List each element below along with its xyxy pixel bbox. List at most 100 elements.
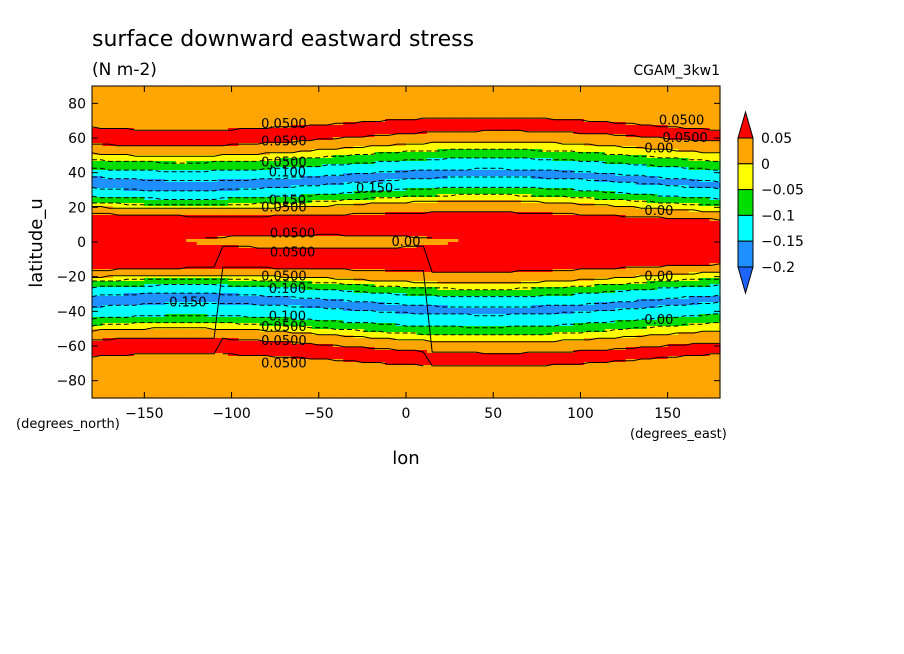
field-cell <box>322 317 334 321</box>
field-cell <box>678 173 690 177</box>
field-cell <box>521 86 533 90</box>
field-cell <box>437 332 449 336</box>
field-cell <box>510 107 522 111</box>
field-cell <box>646 113 658 117</box>
field-cell <box>217 161 229 165</box>
field-cell <box>447 263 459 267</box>
field-cell <box>625 173 637 177</box>
field-cell <box>667 293 679 297</box>
field-cell <box>238 158 250 162</box>
field-cell <box>228 131 240 135</box>
field-cell <box>406 134 418 138</box>
field-cell <box>447 134 459 138</box>
field-cell <box>573 305 585 309</box>
field-cell <box>92 323 104 327</box>
field-cell <box>280 104 292 108</box>
field-cell <box>406 284 418 288</box>
field-cell <box>112 143 124 147</box>
field-cell <box>123 218 135 222</box>
field-cell <box>92 326 104 330</box>
field-cell <box>426 113 438 117</box>
field-cell <box>207 185 219 189</box>
field-cell <box>259 260 271 264</box>
field-cell <box>447 191 459 195</box>
field-cell <box>269 161 281 165</box>
field-cell <box>217 323 229 327</box>
field-cell <box>646 233 658 237</box>
field-cell <box>196 89 208 93</box>
field-cell <box>165 302 177 306</box>
field-cell <box>343 197 355 201</box>
field-cell <box>374 326 386 330</box>
field-cell <box>615 212 627 216</box>
field-cell <box>426 92 438 96</box>
field-cell <box>657 128 669 132</box>
field-cell <box>542 242 554 246</box>
field-cell <box>144 140 156 144</box>
field-cell <box>521 206 533 210</box>
field-cell <box>102 251 114 255</box>
field-cell <box>259 122 271 126</box>
field-cell <box>615 119 627 123</box>
field-cell <box>175 119 187 123</box>
field-cell <box>259 125 271 129</box>
field-cell <box>406 188 418 192</box>
field-cell <box>542 170 554 174</box>
field-cell <box>583 272 595 276</box>
field-cell <box>500 323 512 327</box>
field-cell <box>437 290 449 294</box>
field-cell <box>521 218 533 222</box>
field-cell <box>583 119 595 123</box>
chart-title: surface downward eastward stress <box>92 27 474 52</box>
field-cell <box>364 155 376 159</box>
field-cell <box>573 245 585 249</box>
field-cell <box>228 260 240 264</box>
field-cell <box>604 233 616 237</box>
field-cell <box>563 275 575 279</box>
field-cell <box>364 287 376 291</box>
field-cell <box>406 260 418 264</box>
field-cell <box>165 278 177 282</box>
field-cell <box>531 206 543 210</box>
field-cell <box>542 173 554 177</box>
field-cell <box>657 89 669 93</box>
field-cell <box>196 221 208 225</box>
field-cell <box>374 260 386 264</box>
field-cell <box>249 92 261 96</box>
field-cell <box>625 293 637 297</box>
field-cell <box>228 230 240 234</box>
field-cell <box>500 146 512 150</box>
field-cell <box>573 275 585 279</box>
field-cell <box>437 257 449 261</box>
field-cell <box>311 194 323 198</box>
field-cell <box>353 305 365 309</box>
field-cell <box>531 329 543 333</box>
field-cell <box>196 245 208 249</box>
field-cell <box>343 221 355 225</box>
field-cell <box>615 149 627 153</box>
field-cell <box>385 176 397 180</box>
field-cell <box>426 209 438 213</box>
field-cell <box>165 95 177 99</box>
field-cell <box>437 263 449 267</box>
field-cell <box>416 176 428 180</box>
field-cell <box>468 254 480 258</box>
field-cell <box>259 299 271 303</box>
field-cell <box>667 200 679 204</box>
field-cell <box>301 299 313 303</box>
field-cell <box>144 257 156 261</box>
field-cell <box>416 188 428 192</box>
field-cell <box>563 248 575 252</box>
field-cell <box>709 224 721 228</box>
field-cell <box>290 185 302 189</box>
field-cell <box>269 236 281 240</box>
field-cell <box>186 320 198 324</box>
field-cell <box>563 326 575 330</box>
field-cell <box>259 308 271 312</box>
field-cell <box>542 119 554 123</box>
field-cell <box>238 212 250 216</box>
field-cell <box>447 104 459 108</box>
field-cell <box>447 158 459 162</box>
field-cell <box>217 125 229 129</box>
field-cell <box>489 323 501 327</box>
